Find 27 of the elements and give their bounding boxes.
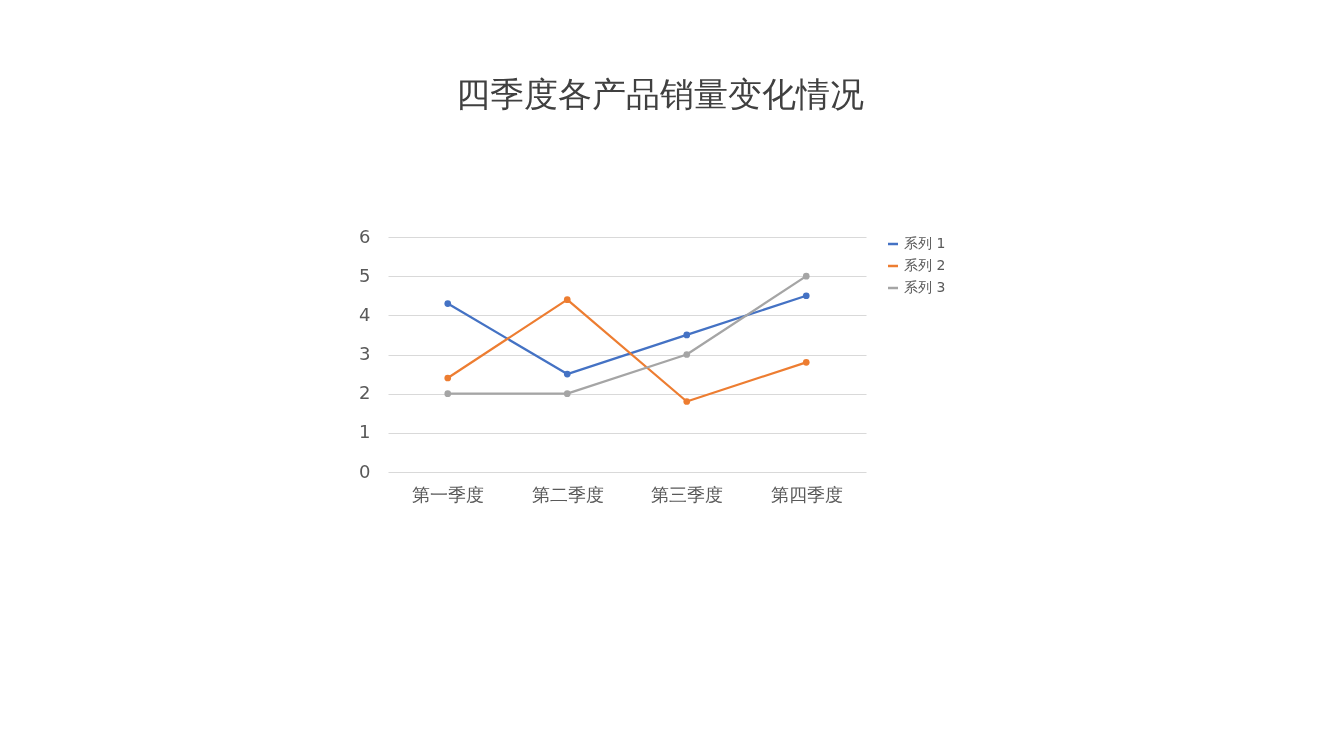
point	[444, 300, 452, 307]
legend-label: 系列 2	[904, 257, 946, 273]
x-tick-label: 第二季度	[531, 483, 604, 505]
point	[563, 390, 571, 398]
point	[683, 351, 691, 358]
x-tick-label: 第四季度	[770, 483, 843, 505]
y-tick-label: 0	[359, 460, 371, 482]
chart-title: 四季度各产品销量变化情况	[456, 74, 864, 114]
point	[802, 272, 810, 280]
y-tick-label: 2	[359, 382, 371, 404]
y-tick-label: 5	[359, 264, 371, 286]
point	[802, 292, 810, 300]
point	[563, 296, 571, 304]
x-tick-label: 第一季度	[412, 483, 485, 505]
point	[683, 331, 691, 339]
legend-label: 系列 1	[904, 235, 946, 251]
point	[444, 390, 452, 398]
y-tick-label: 1	[359, 421, 371, 443]
y-tick-label: 3	[359, 343, 371, 364]
legend-label: 系列 3	[904, 279, 946, 295]
y-tick-label: 6	[359, 225, 371, 247]
point	[802, 358, 810, 366]
point	[683, 398, 691, 405]
x-tick-label: 第三季度	[651, 483, 724, 505]
point	[563, 370, 571, 378]
y-tick-label: 4	[359, 303, 371, 325]
point	[444, 374, 452, 382]
